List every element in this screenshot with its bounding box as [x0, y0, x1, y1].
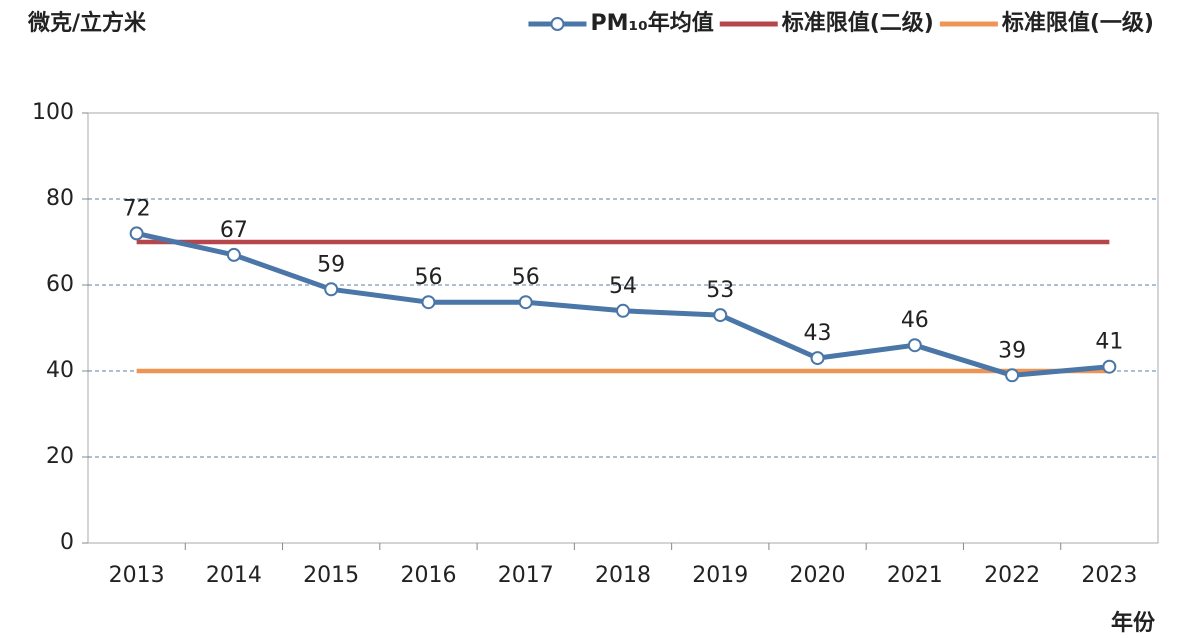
- x-tick-label: 2023: [1081, 563, 1137, 588]
- y-tick-label: 40: [46, 358, 74, 383]
- data-point: [713, 308, 728, 323]
- data-point: [1102, 359, 1117, 374]
- data-point: [518, 295, 533, 310]
- x-tick-label: 2014: [206, 563, 262, 588]
- data-label: 59: [317, 252, 345, 277]
- y-axis-label: 微克/立方米: [27, 10, 147, 36]
- data-point: [810, 351, 825, 366]
- plot-frame: [87, 112, 1159, 544]
- x-tick-label: 2022: [984, 563, 1040, 588]
- y-tick-label: 100: [32, 100, 74, 125]
- data-label: 41: [1095, 330, 1123, 355]
- data-point: [1005, 368, 1020, 383]
- data-label: 72: [123, 196, 151, 221]
- data-label: 43: [804, 321, 832, 346]
- data-point: [324, 282, 339, 297]
- x-tick-label: 2013: [109, 563, 165, 588]
- x-tick-label: 2020: [790, 563, 846, 588]
- x-tick-label: 2016: [400, 563, 456, 588]
- legend-label: PM₁₀年均值: [590, 10, 713, 36]
- x-tick-label: 2015: [303, 563, 359, 588]
- data-label: 67: [220, 218, 248, 243]
- data-point: [616, 303, 630, 318]
- legend-label: 标准限值(二级): [782, 10, 934, 36]
- data-point: [226, 247, 241, 262]
- data-label: 39: [998, 338, 1026, 363]
- y-tick-label: 20: [46, 444, 74, 469]
- data-label: 53: [706, 278, 734, 303]
- x-tick-label: 2018: [595, 563, 651, 588]
- legend-marker: [550, 17, 565, 31]
- y-tick-label: 60: [46, 272, 74, 297]
- data-point: [129, 226, 144, 241]
- data-point: [421, 295, 436, 310]
- data-label: 46: [901, 308, 929, 333]
- legend: PM₁₀年均值 标准限值(二级) 标准限值(一级): [528, 10, 1154, 36]
- y-tick-label: 80: [46, 186, 74, 211]
- legend-label: 标准限值(一级): [1002, 10, 1154, 36]
- x-axis-label: 年份: [1111, 610, 1156, 636]
- data-label: 56: [512, 265, 540, 290]
- x-tick-label: 2017: [498, 563, 554, 588]
- x-tick-label: 2019: [692, 563, 748, 588]
- y-tick-label: 0: [60, 530, 74, 555]
- data-point: [907, 338, 922, 353]
- data-label: 54: [609, 274, 637, 299]
- data-label: 56: [414, 265, 442, 290]
- x-tick-label: 2021: [887, 563, 943, 588]
